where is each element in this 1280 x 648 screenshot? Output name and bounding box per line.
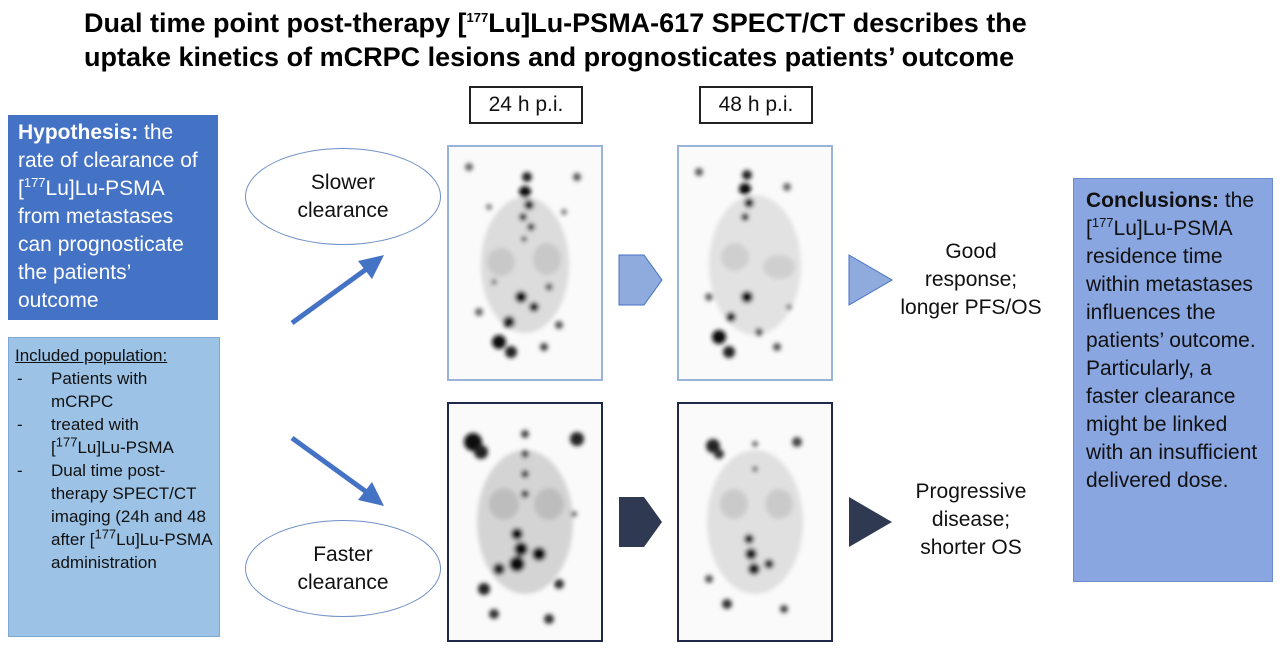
scan-image-slower-48h <box>695 168 801 358</box>
chevron-slower-mid-icon <box>618 254 663 306</box>
chevron-faster-mid-icon <box>619 497 662 547</box>
scan-faster-48h <box>677 402 833 642</box>
scan-slower-24h <box>447 145 603 381</box>
time-label-48h: 48 h p.i. <box>699 86 813 124</box>
chevron-faster-end-icon <box>849 497 892 547</box>
faster-clearance-ellipse: Faster clearance <box>245 520 441 617</box>
scan-image-faster-24h <box>464 430 584 624</box>
chevron-slower-end-icon <box>848 254 893 306</box>
time-label-24h: 24 h p.i. <box>469 86 583 124</box>
scan-faster-24h <box>447 402 603 642</box>
scan-image-faster-48h <box>705 437 803 613</box>
arrow-to-faster-icon <box>290 435 384 506</box>
hypothesis-box: Hypothesis: the rate of clearance of [17… <box>8 115 218 320</box>
population-heading: Included population: <box>15 346 168 365</box>
diagram-title: Dual time point post-therapy [177Lu]Lu-P… <box>84 6 1204 74</box>
population-item: - Patients with mCRPC <box>17 369 148 411</box>
population-item: - Dual time post-therapy SPECT/CT imagin… <box>17 461 212 572</box>
slower-clearance-ellipse: Slower clearance <box>245 148 441 245</box>
population-box: Included population: - Patients with mCR… <box>8 337 220 637</box>
hypothesis-heading: Hypothesis: <box>18 121 139 144</box>
conclusions-box: Conclusions: the [177Lu]Lu-PSMA residenc… <box>1073 178 1273 582</box>
scan-slower-48h <box>677 145 833 381</box>
title-line-1: Dual time point post-therapy [177Lu]Lu-P… <box>84 8 1027 38</box>
arrow-to-slower-icon <box>290 255 384 326</box>
scan-image-slower-24h <box>465 163 581 358</box>
outcome-faster: Progressive disease; shorter OS <box>915 480 1027 559</box>
outcome-slower: Good response; longer PFS/OS <box>900 240 1042 319</box>
conclusions-heading: Conclusions: <box>1086 189 1220 212</box>
title-line-2: uptake kinetics of mCRPC lesions and pro… <box>84 42 1015 72</box>
population-item: - treated with [177Lu]Lu-PSMA <box>17 415 174 457</box>
